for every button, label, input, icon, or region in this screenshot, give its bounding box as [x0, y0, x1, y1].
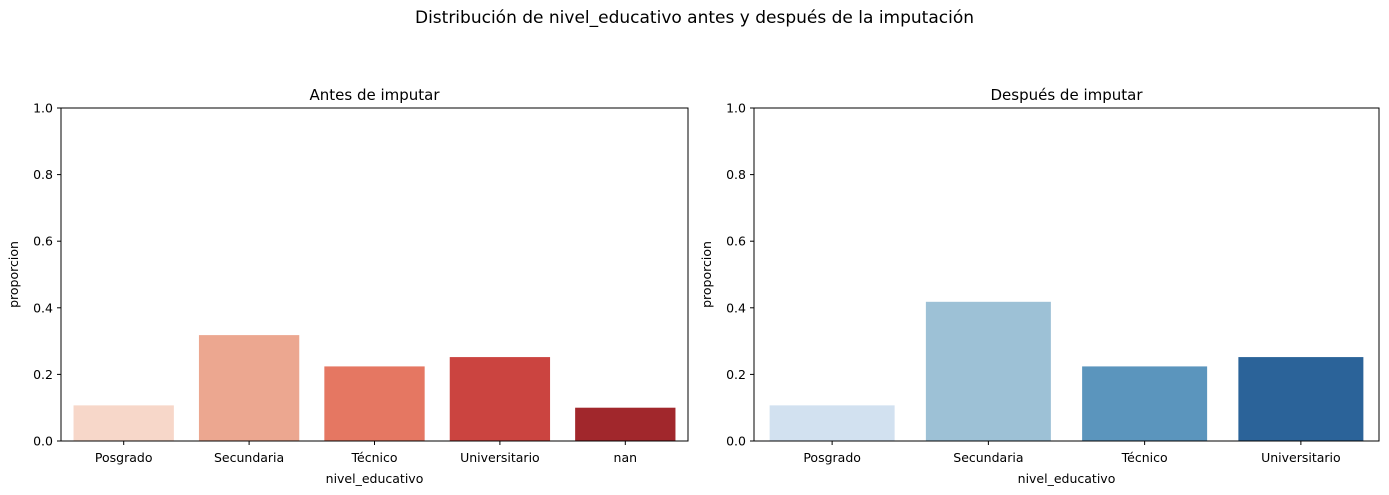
x-tick-label: Universitario	[460, 450, 540, 465]
bar-técnico	[324, 366, 425, 441]
y-tick-label: 0.0	[33, 434, 53, 449]
panel-title: Después de imputar	[991, 86, 1144, 104]
y-tick-label: 1.0	[33, 101, 53, 116]
bar-universitario	[1238, 357, 1364, 441]
x-tick-label: Técnico	[1121, 450, 1168, 465]
y-tick-label: 1.0	[726, 101, 746, 116]
y-tick-label: 0.0	[726, 434, 746, 449]
x-tick-label: Universitario	[1261, 450, 1341, 465]
y-tick-label: 0.6	[726, 234, 746, 249]
bar-secundaria	[198, 335, 300, 441]
plot-frame	[753, 107, 1380, 442]
y-tick-label: 0.4	[33, 300, 53, 315]
y-tick-label: 0.4	[726, 300, 746, 315]
y-axis-label: proporcion	[6, 241, 21, 308]
bar-nan	[575, 407, 676, 441]
y-tick-label: 0.8	[726, 167, 746, 182]
bar-posgrado	[73, 405, 174, 441]
x-tick-label: Posgrado	[95, 450, 153, 465]
x-axis-label: nivel_educativo	[1018, 471, 1116, 486]
x-tick-label: nan	[614, 450, 638, 465]
y-axis-label: proporcion	[699, 241, 714, 308]
y-tick-label: 0.2	[726, 367, 746, 382]
bar-técnico	[1082, 366, 1208, 441]
bar-universitario	[449, 357, 551, 441]
x-tick-label: Técnico	[351, 450, 398, 465]
y-tick-label: 0.2	[33, 367, 53, 382]
bar-secundaria	[925, 301, 1051, 441]
x-tick-label: Posgrado	[803, 450, 861, 465]
chart-panel-2: 0.0 0.2 0.4 0.6 0.8 1.0 Posgrado Secundaria Técn…	[699, 86, 1380, 486]
x-axis-label: nivel_educativo	[326, 471, 424, 486]
figure-title: Distribución de nivel_educativo antes y …	[414, 8, 974, 28]
y-tick-label: 0.8	[33, 167, 53, 182]
bar-posgrado	[769, 405, 895, 441]
y-tick-label: 0.6	[33, 234, 53, 249]
x-tick-label: Secundaria	[953, 450, 1023, 465]
x-tick-label: Secundaria	[214, 450, 284, 465]
chart-panel-1: 0.0 0.2 0.4 0.6 0.8 1.0 Posgrado Secundaria Técn…	[6, 86, 689, 486]
panel-title: Antes de imputar	[309, 86, 440, 104]
